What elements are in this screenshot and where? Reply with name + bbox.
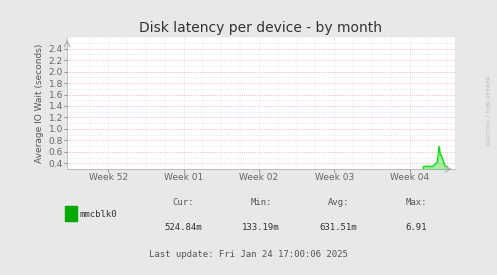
Text: Avg:: Avg: [328,198,349,207]
Text: Max:: Max: [405,198,427,207]
Y-axis label: Average IO Wait (seconds): Average IO Wait (seconds) [35,43,44,163]
Text: Min:: Min: [250,198,272,207]
Text: 6.91: 6.91 [405,223,427,232]
Text: 133.19m: 133.19m [242,223,280,232]
Title: Disk latency per device - by month: Disk latency per device - by month [140,21,382,35]
Text: RRDTOOL / TOBI OETIKER: RRDTOOL / TOBI OETIKER [487,75,492,145]
Text: Cur:: Cur: [172,198,194,207]
Text: 524.84m: 524.84m [165,223,202,232]
Text: 631.51m: 631.51m [320,223,357,232]
Text: mmcblk0: mmcblk0 [80,210,117,219]
Text: Last update: Fri Jan 24 17:00:06 2025: Last update: Fri Jan 24 17:00:06 2025 [149,250,348,259]
